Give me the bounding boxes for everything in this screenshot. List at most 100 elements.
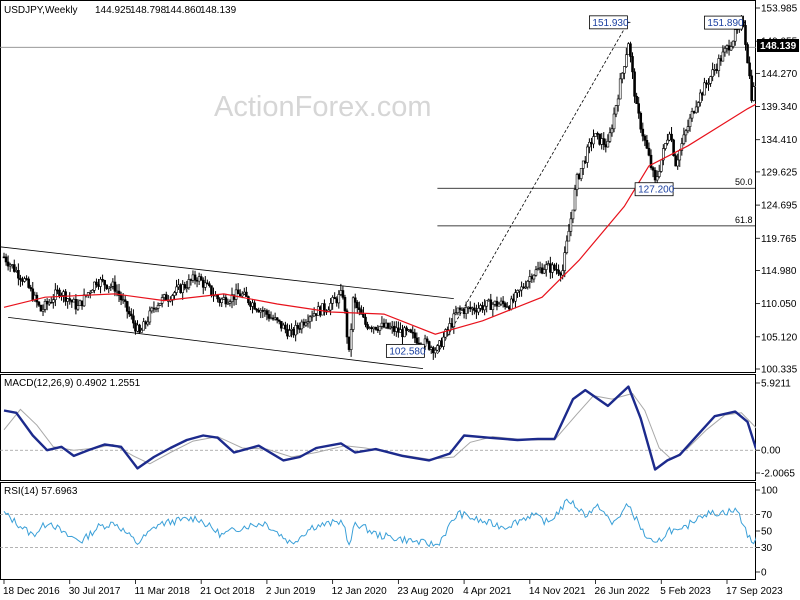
candle-body [294,325,297,336]
xtick-label: 30 Jul 2017 [69,586,121,597]
ohlc-high: 148.798 [130,5,167,16]
candle-body [29,287,33,290]
candle-body [349,329,353,350]
candle-body [45,301,49,305]
candle-body [516,290,519,293]
candle-body [454,312,458,315]
candle-body [243,291,246,295]
candle-body [563,252,567,271]
candle-body [156,305,160,309]
candle-body [177,284,180,288]
candle-body [405,327,408,331]
candle-body [641,128,645,137]
candle-body [719,58,723,62]
candle-body [625,54,628,67]
candle-body [54,289,57,301]
candle-body [431,347,435,354]
candle-body [536,268,540,271]
candle-body [450,323,454,328]
candle-body [251,302,254,307]
candle-body [210,285,213,296]
candle-body [125,301,129,312]
candle-body [464,306,468,315]
candle-body [335,298,339,304]
candle-body [750,75,753,101]
candle-body [590,141,593,145]
candle-body [380,322,384,327]
candle-body [413,332,417,339]
candle-body [561,270,564,276]
xtick-label: 17 Sep 2023 [726,586,783,597]
candle-body [456,307,460,313]
candle-body [175,286,178,293]
candle-body [257,309,260,313]
candle-body [423,338,427,347]
price-ytick-label: 144.270 [761,69,798,80]
candle-body [329,302,332,311]
candle-body [606,141,610,148]
candle-body [458,307,462,310]
candle-body [362,313,365,318]
candle-body [709,76,712,84]
price-ytick-label: 119.765 [761,234,797,245]
xtick-label: 4 Apr 2021 [463,586,512,597]
candle-body [91,290,94,293]
candle-body [58,289,61,296]
candle-body [674,155,677,167]
price-ytick-label: 105.120 [761,332,798,343]
candle-body [136,324,139,332]
candle-body [717,58,721,71]
candle-body [70,300,74,303]
candle-body [189,279,193,281]
candle-body [23,278,26,282]
candle-body [8,264,12,267]
annotation-label: 151.930 [592,18,629,29]
candle-body [715,68,719,71]
candle-body [604,144,608,148]
candle-body [296,325,300,329]
candle-body [579,168,583,179]
candle-body [725,45,729,49]
candle-body [364,316,367,325]
candle-body [339,290,343,295]
candle-body [267,314,271,319]
candle-body [575,174,579,190]
candle-body [300,321,304,330]
candle-body [47,301,51,305]
candle-body [583,160,587,163]
candle-body [577,174,581,179]
candle-body [399,329,402,333]
candle-body [158,302,162,306]
candle-body [130,313,133,317]
price-annotation: 151.930 [589,15,631,30]
candle-body [616,98,620,106]
candle-body [442,336,445,347]
candle-body [368,327,371,329]
candle-body [173,292,176,296]
candle-body [247,296,250,304]
candle-body [544,264,548,270]
ohlc-low: 144.860 [165,5,202,16]
candle-body [113,281,117,292]
rsi-ytick-label: 100 [761,486,778,497]
price-ytick-label: 134.410 [761,135,798,146]
channel-upper-line [0,246,454,299]
candle-body [395,327,398,332]
candle-body [733,29,737,42]
candle-body [308,316,312,322]
candle-body [261,310,265,312]
candle-body [415,337,419,344]
xtick-label: 11 Mar 2018 [134,586,190,597]
candle-body [698,92,702,103]
candle-body [154,308,158,310]
candle-body [491,303,495,310]
fib-level-label: 50.0 [735,177,753,187]
rsi-line [3,498,756,548]
candle-body [107,286,111,289]
candle-body [468,306,472,310]
xtick-label: 12 Jan 2020 [332,586,387,597]
channel-lower-line [8,317,424,369]
ohlc-open: 144.925 [95,5,132,16]
candle-body [88,291,92,294]
ohlc-close: 148.139 [200,5,237,16]
